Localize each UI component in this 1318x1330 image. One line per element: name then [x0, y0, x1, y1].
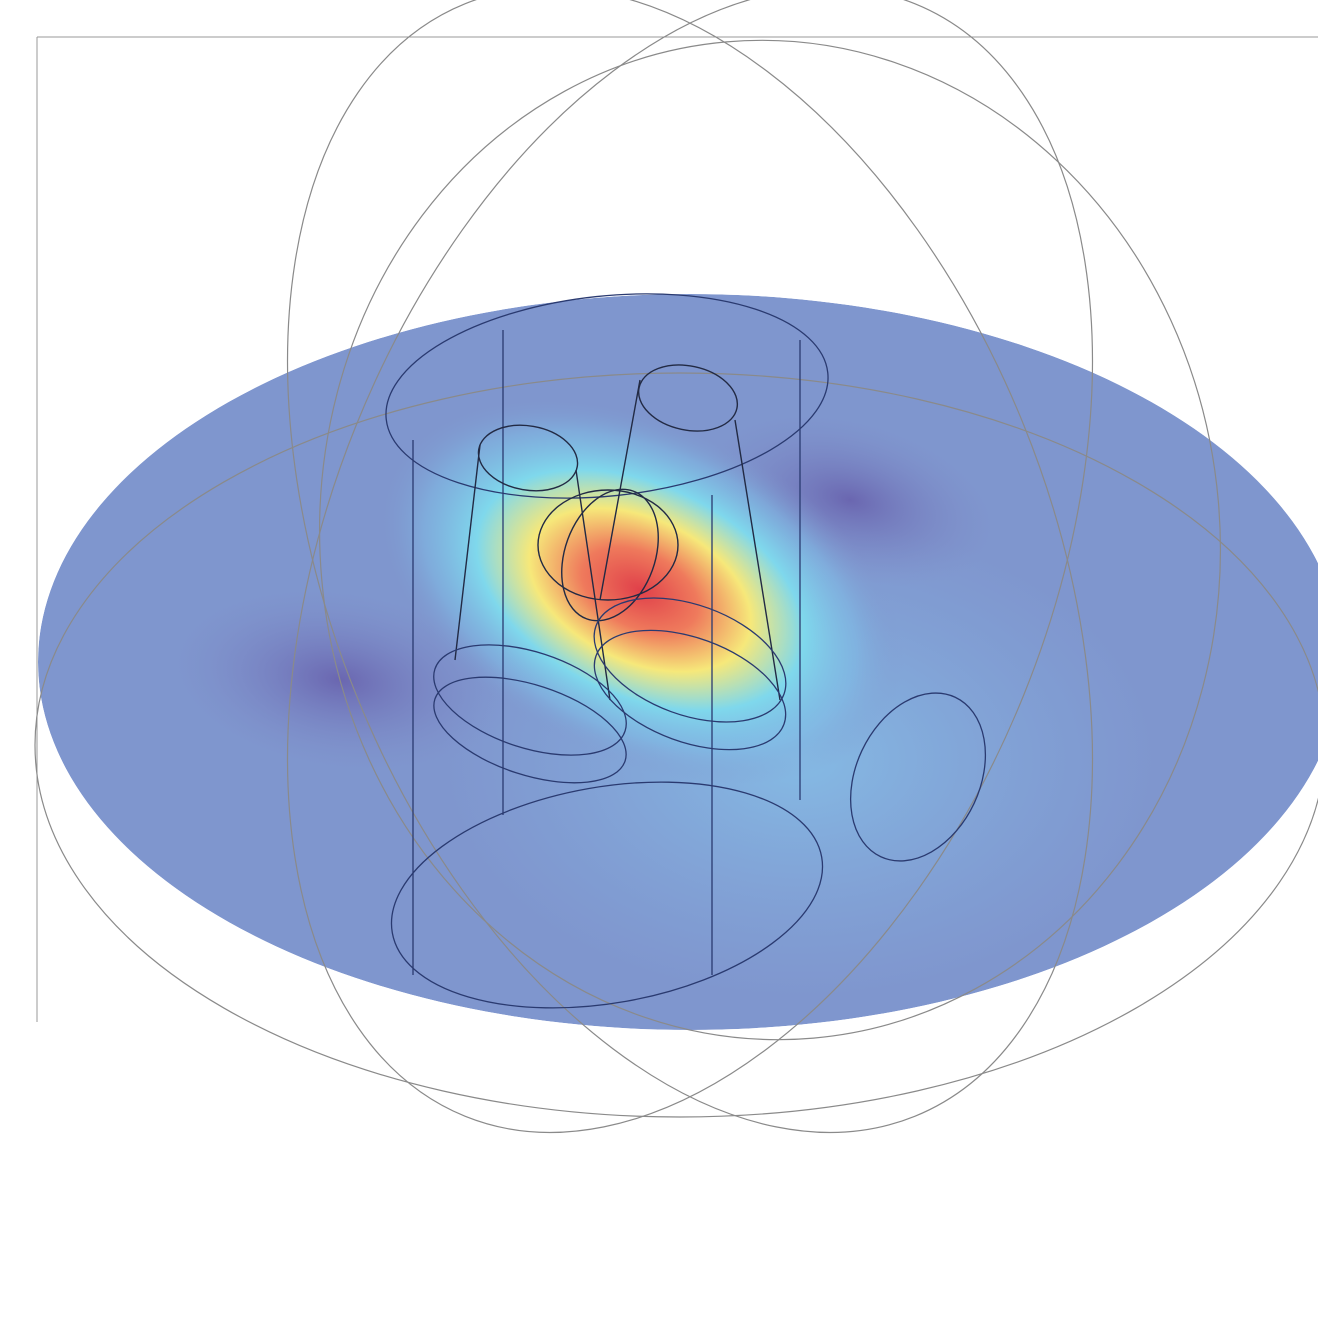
field-disc — [38, 294, 1318, 1030]
outline — [849, 692, 987, 862]
outline — [575, 469, 611, 701]
outline — [34, 372, 1318, 1118]
outline — [390, 781, 824, 1009]
hot-spot — [376, 395, 904, 785]
inner-wireframe — [385, 293, 987, 1009]
outline — [433, 676, 627, 784]
outline — [734, 419, 781, 701]
outline — [599, 379, 641, 601]
outline — [593, 597, 787, 723]
outline — [477, 424, 579, 492]
outline — [454, 444, 481, 661]
outline — [561, 488, 659, 622]
outline — [593, 629, 787, 751]
outline — [286, 0, 1094, 1134]
outline — [286, 0, 1094, 1134]
outline — [385, 293, 829, 499]
outer-wireframe — [34, 0, 1318, 1134]
outline — [318, 39, 1222, 1041]
outline — [433, 644, 627, 756]
outline — [537, 489, 679, 601]
